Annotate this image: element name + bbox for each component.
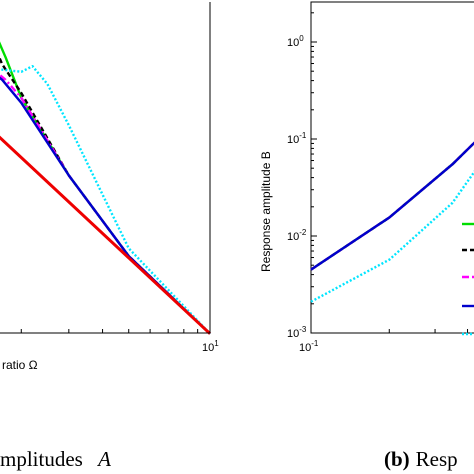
panel-b-y-tick-label: 10-1 — [287, 131, 307, 146]
panel-b-series — [310, 141, 474, 303]
panel-b-x-tick-label: 10-1 — [299, 339, 319, 354]
panel-b-y-tick-label: 10-3 — [287, 325, 307, 340]
panel-a-caption: mplitudes A — [0, 447, 111, 471]
panel-a-caption-symbol: A — [96, 447, 111, 471]
panel-a-series-line-3 — [0, 73, 211, 335]
panel-a-series-line-2 — [0, 56, 211, 335]
panel-a-series-line-6 — [0, 135, 212, 335]
panel-b-series-line-5 — [310, 170, 474, 303]
panel-a-series-line-1 — [0, 41, 211, 335]
panel-b-series-line-4 — [310, 141, 474, 271]
panel-a-ticks: 101 — [20, 326, 219, 354]
panel-b-axes-frame — [310, 1, 474, 334]
panel-b-caption: (b) Resp — [384, 447, 458, 471]
panel-b-series-line-3 — [310, 141, 474, 271]
panel-a: 101 ratio Ω mplitudes A — [0, 2, 219, 471]
panel-b-caption-rest: Resp — [416, 447, 458, 471]
panel-b-series-line-1 — [310, 141, 474, 271]
panel-a-series-line-4 — [0, 76, 211, 335]
panel-b-y-tick-label: 100 — [287, 34, 304, 49]
panel-b-series-line-2 — [310, 141, 474, 271]
panel-b-y-tick-label: 10-2 — [287, 228, 307, 243]
panel-a-xlabel: ratio Ω — [2, 358, 38, 372]
panel-b-legend — [462, 222, 474, 336]
panel-a-series-line-5 — [0, 65, 211, 335]
panel-b-caption-label: (b) — [384, 447, 410, 471]
panel-b-ylabel: Response amplitude B — [259, 151, 273, 272]
panel-a-series — [0, 41, 212, 335]
panel-a-caption-text: mplitudes — [0, 447, 83, 471]
panel-a-x-tick-label: 101 — [202, 339, 219, 354]
